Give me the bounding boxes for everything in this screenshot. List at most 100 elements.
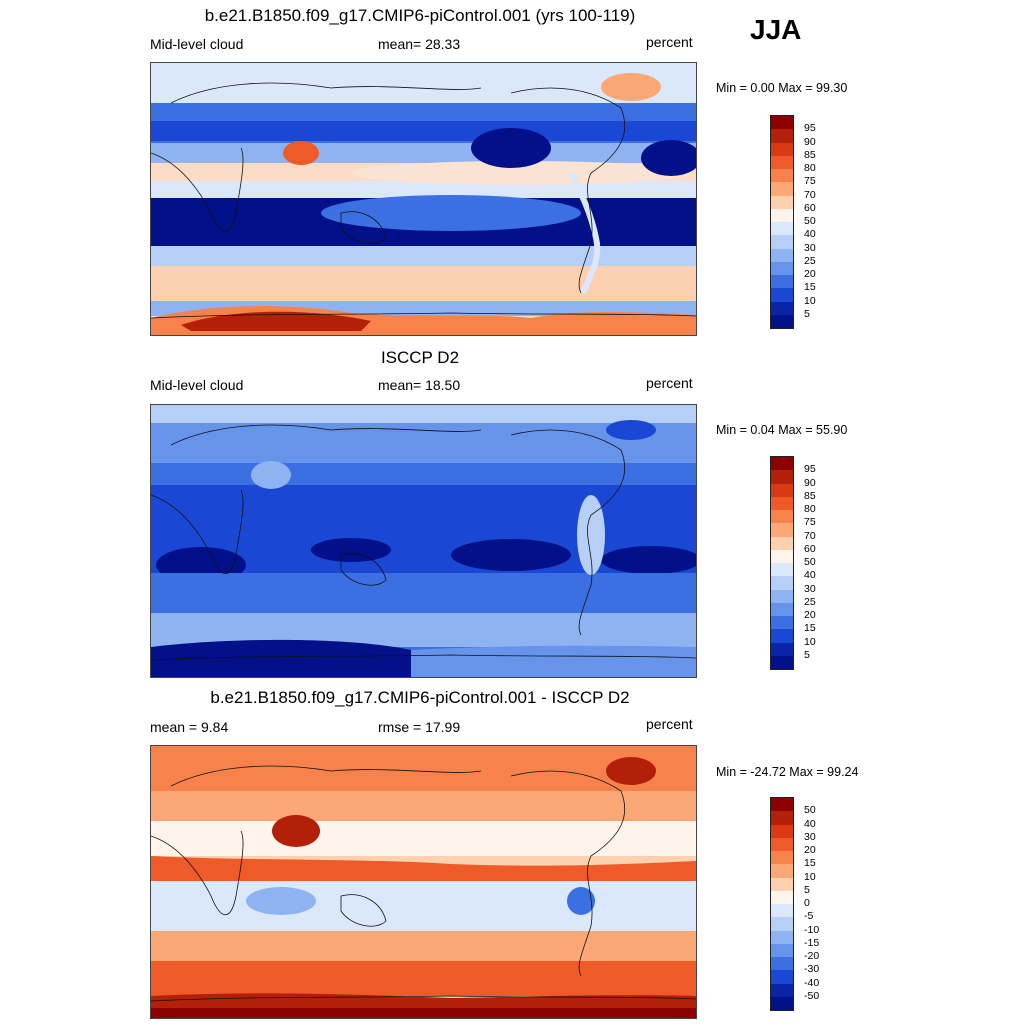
colorbar-swatch <box>771 970 793 984</box>
colorbar-swatch <box>771 261 793 275</box>
colorbar-tick-label: 5 <box>804 883 810 896</box>
colorbar-swatch <box>771 877 793 891</box>
colorbar-tick-label: -30 <box>804 963 820 976</box>
colorbar-tick-label: 80 <box>804 503 816 515</box>
colorbar-tick-label: -50 <box>804 989 820 1002</box>
colorbar-tick-label: 15 <box>804 281 816 294</box>
colorbar-tick-label: 30 <box>804 241 816 254</box>
colorbar-tick-label: 75 <box>804 175 816 188</box>
colorbar-swatch <box>771 314 793 328</box>
colorbar-tick-label: 70 <box>804 529 816 542</box>
colorbar-tick-label: 20 <box>804 844 816 856</box>
colorbar-tick-label: 25 <box>804 595 816 608</box>
panel3-title: b.e21.B1850.f09_g17.CMIP6-piControl.001 … <box>210 688 630 707</box>
colorbar-tick-label: -10 <box>804 923 820 936</box>
colorbar-tick-label: 10 <box>804 294 816 307</box>
colorbar-tick-label: 70 <box>804 188 816 201</box>
panel2-units-label: percent <box>646 375 693 391</box>
colorbar-swatch <box>771 275 793 289</box>
colorbar-swatch <box>771 824 793 838</box>
colorbar-tick-label: 95 <box>804 122 816 135</box>
panel3-colorbar <box>770 797 794 1011</box>
colorbar-tick-label: 40 <box>804 228 816 241</box>
panel2-variable-label: Mid-level cloud <box>150 377 244 393</box>
colorbar-tick-label: 95 <box>804 463 816 476</box>
colorbar-tick-label: 15 <box>804 622 816 635</box>
colorbar-tick-label: 75 <box>804 516 816 529</box>
colorbar-tick-label: 50 <box>804 804 816 817</box>
colorbar-swatch <box>771 142 793 156</box>
colorbar-swatch <box>771 222 793 236</box>
panel3-mean-label: mean = 9.84 <box>150 719 229 735</box>
colorbar-tick-label: 15 <box>804 857 816 870</box>
colorbar-tick-label: 5 <box>804 307 810 320</box>
colorbar-swatch <box>771 129 793 143</box>
colorbar-swatch <box>771 957 793 971</box>
season-label: JJA <box>750 14 802 45</box>
colorbar-swatch <box>771 549 793 563</box>
panel2-colorbar <box>770 456 794 670</box>
colorbar-swatch <box>771 864 793 878</box>
colorbar-tick-label: 40 <box>804 569 816 582</box>
colorbar-tick-label: 20 <box>804 268 816 280</box>
colorbar-swatch <box>771 602 793 616</box>
panel1-variable-label: Mid-level cloud <box>150 36 244 52</box>
panel3-rmse-label: rmse = 17.99 <box>378 719 461 735</box>
colorbar-tick-label: 50 <box>804 556 816 568</box>
colorbar-swatch <box>771 983 793 997</box>
colorbar-swatch <box>771 904 793 918</box>
panel2-title: ISCCP D2 <box>380 348 460 367</box>
colorbar-swatch <box>771 798 793 812</box>
panel3-units-label: percent <box>646 716 693 732</box>
colorbar-tick-label: 5 <box>804 648 810 661</box>
colorbar-tick-label: 20 <box>804 609 816 621</box>
panel1-map <box>150 62 697 336</box>
panel1-colorbar <box>770 115 794 329</box>
colorbar-swatch <box>771 851 793 865</box>
colorbar-tick-label: -40 <box>804 976 820 989</box>
colorbar-swatch <box>771 483 793 497</box>
colorbar-swatch <box>771 563 793 577</box>
colorbar-tick-label: -20 <box>804 950 820 962</box>
colorbar-swatch <box>771 235 793 249</box>
colorbar-swatch <box>771 301 793 315</box>
colorbar-tick-label: 25 <box>804 254 816 267</box>
colorbar-swatch <box>771 195 793 209</box>
colorbar-tick-label: 90 <box>804 476 816 489</box>
panel1-minmax: Min = 0.00 Max = 99.30 <box>716 81 848 95</box>
colorbar-swatch <box>771 890 793 904</box>
colorbar-swatch <box>771 288 793 302</box>
panel1-units-label: percent <box>646 34 693 50</box>
colorbar-swatch <box>771 837 793 851</box>
colorbar-swatch <box>771 642 793 656</box>
panel2-mean-label: mean= 18.50 <box>378 377 461 393</box>
colorbar-tick-label: 30 <box>804 582 816 595</box>
colorbar-swatch <box>771 155 793 169</box>
colorbar-tick-label: 85 <box>804 148 816 161</box>
colorbar-swatch <box>771 510 793 524</box>
colorbar-swatch <box>771 616 793 630</box>
colorbar-swatch <box>771 943 793 957</box>
colorbar-tick-label: 10 <box>804 635 816 648</box>
panel2-minmax: Min = 0.04 Max = 55.90 <box>716 423 848 437</box>
colorbar-tick-label: 30 <box>804 830 816 843</box>
colorbar-swatch <box>771 811 793 825</box>
colorbar-tick-label: -5 <box>804 910 814 923</box>
panel2-map <box>150 404 697 678</box>
colorbar-swatch <box>771 536 793 550</box>
colorbar-tick-label: 85 <box>804 489 816 502</box>
colorbar-tick-label: 90 <box>804 135 816 148</box>
panel3-map <box>150 745 697 1019</box>
colorbar-swatch <box>771 470 793 484</box>
colorbar-swatch <box>771 248 793 262</box>
colorbar-swatch <box>771 208 793 222</box>
panel3-minmax: Min = -24.72 Max = 99.24 <box>716 765 859 779</box>
colorbar-swatch <box>771 169 793 183</box>
colorbar-swatch <box>771 655 793 669</box>
colorbar-swatch <box>771 996 793 1010</box>
colorbar-swatch <box>771 457 793 471</box>
colorbar-swatch <box>771 930 793 944</box>
colorbar-tick-label: 60 <box>804 201 816 214</box>
colorbar-tick-label: 50 <box>804 215 816 227</box>
colorbar-tick-label: -15 <box>804 936 820 949</box>
